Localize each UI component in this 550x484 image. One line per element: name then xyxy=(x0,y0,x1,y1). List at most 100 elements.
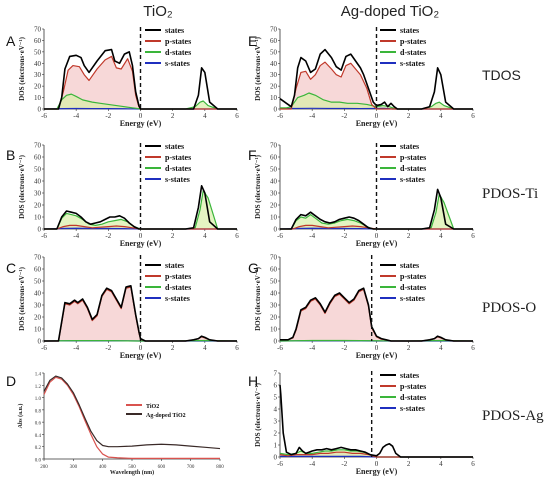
y-tick-label: 4 xyxy=(274,406,278,414)
x-tick-label: 4 xyxy=(203,232,207,240)
series-line-states xyxy=(44,185,237,230)
y-tick-label: 30 xyxy=(34,190,42,198)
legend-label: s-states xyxy=(400,294,425,303)
y-tick-label: 0.8 xyxy=(35,409,42,414)
panel-letter-G: G xyxy=(248,260,259,276)
legend-label: d-states xyxy=(400,164,426,173)
series-line-states xyxy=(280,188,473,230)
legend: states p-states d-states s-states xyxy=(380,261,426,303)
legend-label: d-states xyxy=(400,283,426,292)
y-axis-label: DOS (electrons·eV⁻¹) xyxy=(254,266,262,330)
y-tick-label: 50 xyxy=(34,48,42,56)
x-tick-label: 4 xyxy=(203,112,207,120)
x-tick-label: 6 xyxy=(235,112,239,120)
y-tick-label: 20 xyxy=(270,202,278,210)
x-tick-label: 500 xyxy=(128,465,136,470)
y-tick-label: 20 xyxy=(34,83,42,91)
y-axis-label: DOS (electrons·eV⁻¹) xyxy=(18,154,26,218)
y-tick-label: 0.4 xyxy=(35,434,42,439)
legend-label: p-states xyxy=(165,153,191,162)
y-tick-label: 60 xyxy=(34,154,42,162)
series-line-ag-doped-tio2 xyxy=(43,375,221,450)
series-line-p-states xyxy=(44,224,237,230)
legend-label: d-states xyxy=(165,283,191,292)
x-tick-label: -6 xyxy=(277,112,283,120)
legend-label: s-states xyxy=(165,175,190,184)
legend-label: states xyxy=(165,142,184,151)
legend-label: p-states xyxy=(165,37,191,46)
x-tick-label: 6 xyxy=(471,460,475,468)
x-tick-label: -2 xyxy=(105,344,111,352)
x-tick-label: 6 xyxy=(471,112,475,120)
panel-letter-A: A xyxy=(6,33,16,49)
panel-letter-D: D xyxy=(6,373,16,389)
y-tick-label: 0 xyxy=(38,226,42,234)
x-tick-label: 300 xyxy=(70,465,78,470)
x-tick-label: 2 xyxy=(171,112,175,120)
x-axis-label: Wavelength (nm) xyxy=(110,469,154,476)
y-tick-label: 0 xyxy=(274,338,278,346)
x-tick-label: -4 xyxy=(309,112,315,120)
series-line-d-states xyxy=(44,190,237,230)
x-tick-label: -6 xyxy=(41,344,47,352)
y-tick-label: 20 xyxy=(34,202,42,210)
legend: states p-states d-states s-states xyxy=(380,142,426,184)
y-tick-label: 50 xyxy=(270,166,278,174)
y-tick-label: 60 xyxy=(270,266,278,274)
series-line-tio2 xyxy=(43,376,220,459)
panel-A: A 0 10 20 30 40 50 60 70 -6 -4 -2 0 2 4 6 Energy (eV) DOS… xyxy=(6,26,239,129)
x-tick-label: -4 xyxy=(73,232,79,240)
x-tick-label: 0 xyxy=(139,344,143,352)
p-states-fill xyxy=(44,56,237,109)
legend-label: states xyxy=(400,26,419,35)
series-line-states xyxy=(279,384,473,458)
y-tick-label: 20 xyxy=(270,83,278,91)
legend-label: s-states xyxy=(165,59,190,68)
x-tick-label: 0 xyxy=(375,112,379,120)
panel-letter-F: F xyxy=(248,147,257,163)
legend-label: Ag-doped TiO2 xyxy=(146,413,186,419)
y-tick-label: 0.2 xyxy=(35,446,42,451)
y-tick-label: 0 xyxy=(38,338,42,346)
y-tick-label: 70 xyxy=(34,142,42,150)
series-line-p-states xyxy=(280,61,473,110)
column-title-ag-doped: Ag-doped TiO₂ xyxy=(341,3,440,20)
x-tick-label: 4 xyxy=(439,112,443,120)
y-tick-label: 7 xyxy=(274,370,278,378)
y-tick-label: 60 xyxy=(34,266,42,274)
legend-label: states xyxy=(165,26,184,35)
series-line-d-states xyxy=(280,92,473,110)
series-line-states xyxy=(280,287,473,342)
x-tick-label: 2 xyxy=(407,112,411,120)
row-label-tdos: TDOS xyxy=(482,67,521,83)
x-axis-label: Energy (eV) xyxy=(120,119,162,128)
y-tick-label: 10 xyxy=(270,94,278,102)
legend-label: states xyxy=(400,371,419,380)
y-tick-label: 0 xyxy=(274,226,278,234)
x-tick-label: 0 xyxy=(139,112,143,120)
panel-letter-C: C xyxy=(6,260,16,276)
panel-letter-E: E xyxy=(248,33,257,49)
panel-G: G 0 10 20 30 40 50 60 70 -6 -4 -2 0 2 4 6 Energy (eV) DOS… xyxy=(248,254,475,361)
legend: states p-states d-states s-states xyxy=(145,142,191,184)
y-tick-label: 1 xyxy=(274,442,278,450)
y-tick-label: 10 xyxy=(270,214,278,222)
y-tick-label: 10 xyxy=(34,214,42,222)
x-tick-label: -6 xyxy=(277,232,283,240)
legend-label: p-states xyxy=(400,382,426,391)
x-tick-label: 2 xyxy=(407,232,411,240)
x-axis-label: Energy (eV) xyxy=(356,467,398,476)
legend-label: states xyxy=(400,142,419,151)
legend: states p-states d-states s-states xyxy=(380,26,426,68)
row-label-pdos-ag: PDOS-Ag xyxy=(482,408,544,424)
y-tick-label: 20 xyxy=(34,314,42,322)
panel-B: B 0 10 20 30 40 50 60 70 -6 -4 -2 0 2 4 6 Energy (eV) DOS… xyxy=(6,142,239,249)
x-tick-label: 4 xyxy=(203,344,207,352)
y-tick-label: 40 xyxy=(34,60,42,68)
x-tick-label: 6 xyxy=(471,344,475,352)
x-tick-label: 4 xyxy=(439,460,443,468)
y-tick-label: 1.4 xyxy=(35,373,42,378)
